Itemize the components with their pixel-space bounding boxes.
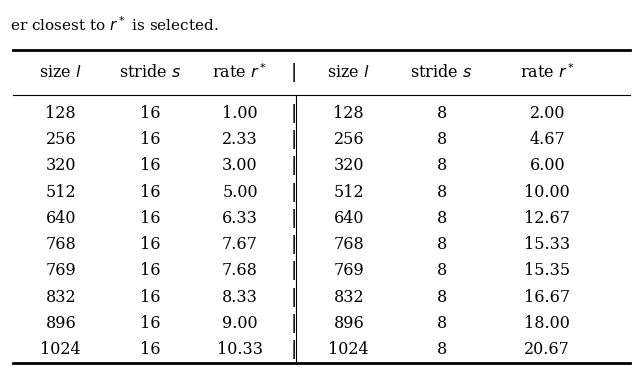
Text: 8: 8	[436, 210, 447, 227]
Text: 769: 769	[333, 262, 364, 279]
Text: 8: 8	[436, 262, 447, 279]
Text: 768: 768	[45, 236, 76, 253]
Text: |: |	[291, 262, 297, 280]
Text: 8: 8	[436, 105, 447, 122]
Text: 6.33: 6.33	[222, 210, 258, 227]
Text: 16: 16	[140, 105, 161, 122]
Text: 769: 769	[45, 262, 76, 279]
Text: 8: 8	[436, 341, 447, 358]
Text: 2.33: 2.33	[222, 131, 258, 148]
Text: 320: 320	[45, 157, 76, 174]
Text: rate $r^*$: rate $r^*$	[520, 63, 575, 82]
Text: 7.68: 7.68	[222, 262, 258, 279]
Text: 256: 256	[45, 131, 76, 148]
Text: |: |	[291, 157, 297, 176]
Text: 15.33: 15.33	[524, 236, 570, 253]
Text: |: |	[291, 340, 297, 359]
Text: 16: 16	[140, 131, 161, 148]
Text: 256: 256	[333, 131, 364, 148]
Text: 512: 512	[333, 184, 364, 201]
Text: 896: 896	[333, 315, 364, 332]
Text: 6.00: 6.00	[529, 157, 565, 174]
Text: stride $s$: stride $s$	[119, 64, 182, 81]
Text: 15.35: 15.35	[524, 262, 570, 279]
Text: 8: 8	[436, 131, 447, 148]
Text: 1024: 1024	[40, 341, 81, 358]
Text: |: |	[291, 183, 297, 202]
Text: 12.67: 12.67	[524, 210, 570, 227]
Text: 16: 16	[140, 315, 161, 332]
Text: |: |	[291, 209, 297, 228]
Text: rate $r^*$: rate $r^*$	[212, 63, 268, 82]
Text: size $l$: size $l$	[328, 64, 370, 81]
Text: 9.00: 9.00	[222, 315, 258, 332]
Text: |: |	[291, 288, 297, 307]
Text: 8: 8	[436, 157, 447, 174]
Text: 1024: 1024	[328, 341, 369, 358]
Text: 18.00: 18.00	[524, 315, 570, 332]
Text: 768: 768	[333, 236, 364, 253]
Text: 512: 512	[45, 184, 76, 201]
Text: 7.67: 7.67	[222, 236, 258, 253]
Text: 5.00: 5.00	[222, 184, 258, 201]
Text: |: |	[291, 314, 297, 333]
Text: 640: 640	[45, 210, 76, 227]
Text: 896: 896	[45, 315, 76, 332]
Text: |: |	[291, 235, 297, 254]
Text: 16: 16	[140, 341, 161, 358]
Text: 8: 8	[436, 315, 447, 332]
Text: 8: 8	[436, 184, 447, 201]
Text: 640: 640	[333, 210, 364, 227]
Text: 16: 16	[140, 157, 161, 174]
Text: 20.67: 20.67	[524, 341, 570, 358]
Text: 128: 128	[45, 105, 76, 122]
Text: 16: 16	[140, 236, 161, 253]
Text: 128: 128	[333, 105, 364, 122]
Text: |: |	[291, 63, 297, 82]
Text: 4.67: 4.67	[529, 131, 565, 148]
Text: 8: 8	[436, 236, 447, 253]
Text: er closest to $r^*$ is selected.: er closest to $r^*$ is selected.	[10, 15, 218, 33]
Text: 8.33: 8.33	[222, 289, 258, 306]
Text: |: |	[291, 130, 297, 149]
Text: 832: 832	[45, 289, 76, 306]
Text: 16: 16	[140, 210, 161, 227]
Text: |: |	[291, 104, 297, 123]
Text: size $l$: size $l$	[40, 64, 82, 81]
Text: 16.67: 16.67	[524, 289, 570, 306]
Text: 16: 16	[140, 262, 161, 279]
Text: 16: 16	[140, 184, 161, 201]
Text: 10.33: 10.33	[217, 341, 263, 358]
Text: 832: 832	[333, 289, 364, 306]
Text: 8: 8	[436, 289, 447, 306]
Text: 3.00: 3.00	[222, 157, 258, 174]
Text: 1.00: 1.00	[222, 105, 258, 122]
Text: stride $s$: stride $s$	[410, 64, 473, 81]
Text: 16: 16	[140, 289, 161, 306]
Text: 320: 320	[333, 157, 364, 174]
Text: 2.00: 2.00	[529, 105, 565, 122]
Text: 10.00: 10.00	[524, 184, 570, 201]
